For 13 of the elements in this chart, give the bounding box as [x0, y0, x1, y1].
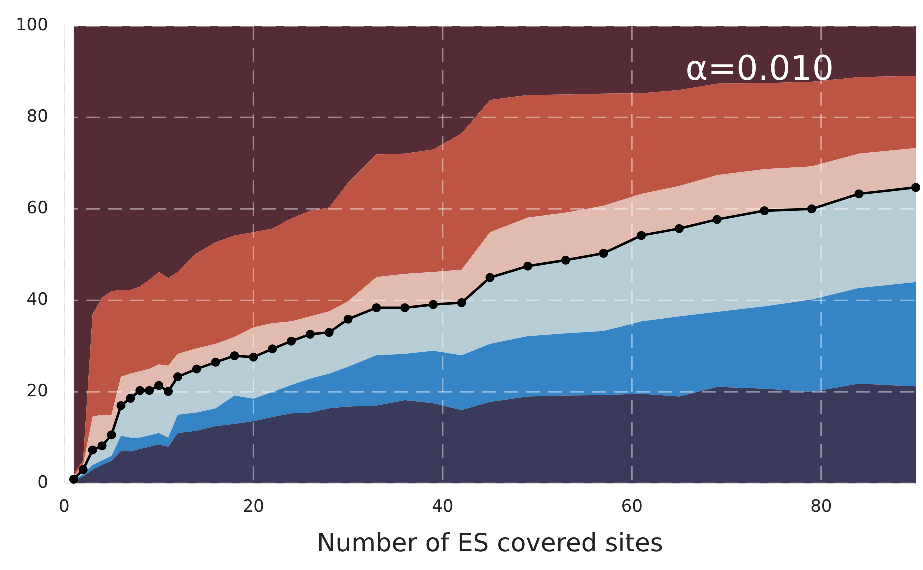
y-tick-label: 80 [26, 107, 48, 128]
x-tick-label: 0 [59, 497, 70, 518]
x-tick-label: 20 [242, 497, 264, 518]
y-tick-label: 20 [26, 382, 48, 402]
x-tick-label: 80 [810, 497, 832, 518]
y-tick-label: 60 [26, 198, 48, 219]
annotation: α=0.010 [686, 49, 834, 90]
y-tick-label: 0 [38, 473, 48, 494]
x-tick-label: 40 [432, 497, 454, 518]
y-tick-label: 40 [26, 290, 48, 310]
x-tick-label: 60 [621, 497, 643, 518]
x-axis-title: Number of ES covered sites [317, 528, 664, 558]
y-tick-label: 100 [16, 16, 48, 36]
